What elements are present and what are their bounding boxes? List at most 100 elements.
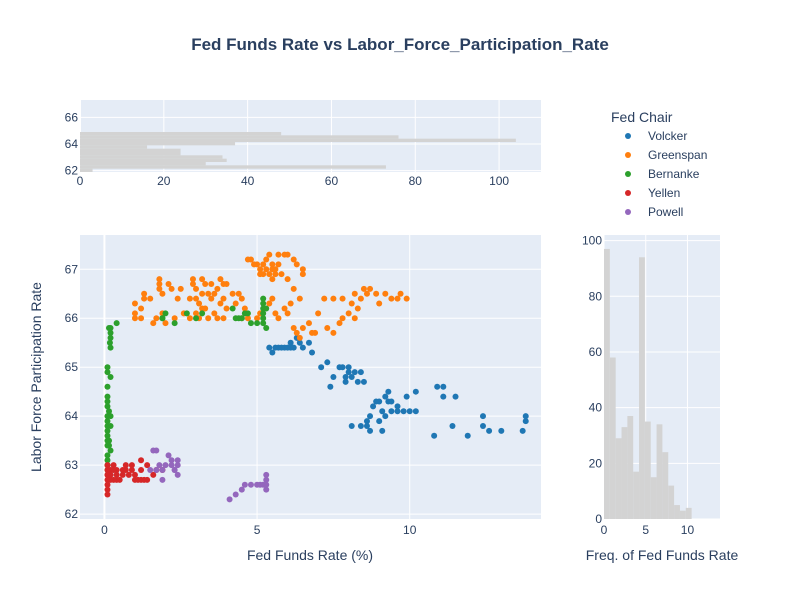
data-point	[373, 290, 380, 297]
main-y-tick-label: 67	[65, 262, 79, 276]
data-point	[342, 374, 349, 380]
data-point	[247, 320, 254, 327]
top-x-tick-label: 60	[325, 174, 339, 188]
data-point	[217, 300, 224, 307]
data-point	[150, 320, 157, 327]
data-point	[186, 315, 193, 322]
data-point	[263, 471, 270, 478]
data-point	[373, 398, 380, 405]
legend-item-bernanke[interactable]: Bernanke	[625, 167, 700, 181]
data-point	[141, 295, 148, 302]
legend-item-yellen[interactable]: Yellen	[625, 186, 680, 200]
data-point	[348, 422, 355, 429]
data-point	[305, 339, 312, 346]
data-point	[214, 285, 221, 292]
data-point	[269, 295, 276, 302]
top-hist-bars	[80, 132, 516, 172]
data-point	[263, 256, 270, 263]
data-point	[110, 462, 117, 469]
main-scatter-panel: 0 5 10 62 63 64 65 66 67 Fed Funds Rate (%) Labo…	[28, 235, 541, 563]
data-point	[269, 266, 276, 273]
data-point	[367, 285, 374, 292]
data-point	[119, 471, 126, 478]
data-point	[104, 432, 111, 439]
data-point	[330, 295, 337, 302]
legend-item-volcker[interactable]: Volcker	[625, 129, 687, 143]
data-point	[290, 325, 297, 332]
data-point	[299, 271, 306, 278]
data-point	[376, 300, 383, 307]
right-hist-bar	[604, 248, 610, 519]
legend-title: Fed Chair	[611, 109, 673, 125]
right-x-tick-label: 10	[681, 523, 695, 537]
data-point	[144, 462, 151, 469]
data-point	[287, 300, 294, 307]
data-point	[324, 359, 331, 366]
data-point	[199, 276, 206, 283]
data-point	[363, 418, 370, 425]
data-point	[339, 315, 346, 322]
data-point	[290, 256, 297, 263]
legend-item-powell[interactable]: Powell	[625, 205, 683, 219]
data-point	[104, 491, 111, 498]
legend[interactable]: Fed Chair Volcker Greenspan Bernanke Yellen…	[611, 109, 707, 219]
right-hist-bar	[621, 427, 628, 519]
legend-marker	[625, 209, 631, 215]
data-point	[125, 471, 132, 478]
data-point	[330, 329, 337, 336]
data-point	[223, 305, 230, 312]
data-point	[327, 383, 334, 390]
data-point	[199, 305, 206, 312]
data-point	[193, 285, 200, 292]
data-point	[449, 422, 456, 429]
data-point	[165, 280, 172, 287]
data-point	[104, 369, 111, 376]
main-points	[104, 251, 529, 503]
right-hist-bar	[679, 510, 686, 519]
data-point	[189, 280, 196, 287]
data-point	[208, 295, 215, 302]
data-point	[150, 471, 157, 478]
data-point	[131, 471, 138, 478]
data-point	[275, 261, 282, 268]
right-hist-bar	[668, 485, 675, 519]
data-point	[107, 422, 114, 429]
data-point	[397, 290, 404, 297]
right-hist-bar	[656, 424, 663, 519]
top-y-tick-label: 66	[65, 110, 79, 124]
main-x-tick-label: 10	[403, 523, 417, 537]
data-point	[165, 452, 172, 459]
data-point	[403, 295, 410, 302]
top-hist-bar	[80, 145, 148, 149]
data-point	[244, 256, 251, 263]
top-hist-bar	[80, 148, 181, 152]
legend-item-greenspan[interactable]: Greenspan	[625, 148, 707, 162]
data-point	[168, 285, 175, 292]
data-point	[351, 369, 358, 376]
legend-items[interactable]: Volcker Greenspan Bernanke Yellen Powell	[625, 129, 707, 219]
data-point	[269, 261, 276, 268]
data-point	[153, 315, 160, 322]
data-point	[269, 349, 276, 356]
top-x-tick-label: 80	[409, 174, 423, 188]
data-point	[357, 295, 364, 302]
data-point	[116, 476, 123, 483]
data-point	[196, 300, 203, 307]
top-hist-bar	[80, 168, 93, 172]
data-point	[266, 344, 273, 351]
main-y-axis-title: Labor Force Participation Rate	[28, 282, 44, 472]
data-point	[260, 261, 267, 268]
data-point	[336, 364, 343, 371]
right-hist-bar	[609, 357, 616, 519]
top-x-tick-label: 100	[489, 174, 509, 188]
data-point	[266, 271, 273, 278]
data-point	[260, 320, 267, 327]
data-point	[412, 408, 419, 415]
data-point	[147, 295, 154, 302]
data-point	[162, 320, 169, 327]
right-hist-bar	[627, 415, 634, 519]
data-point	[159, 467, 166, 474]
data-point	[296, 334, 303, 341]
data-point	[367, 413, 374, 420]
